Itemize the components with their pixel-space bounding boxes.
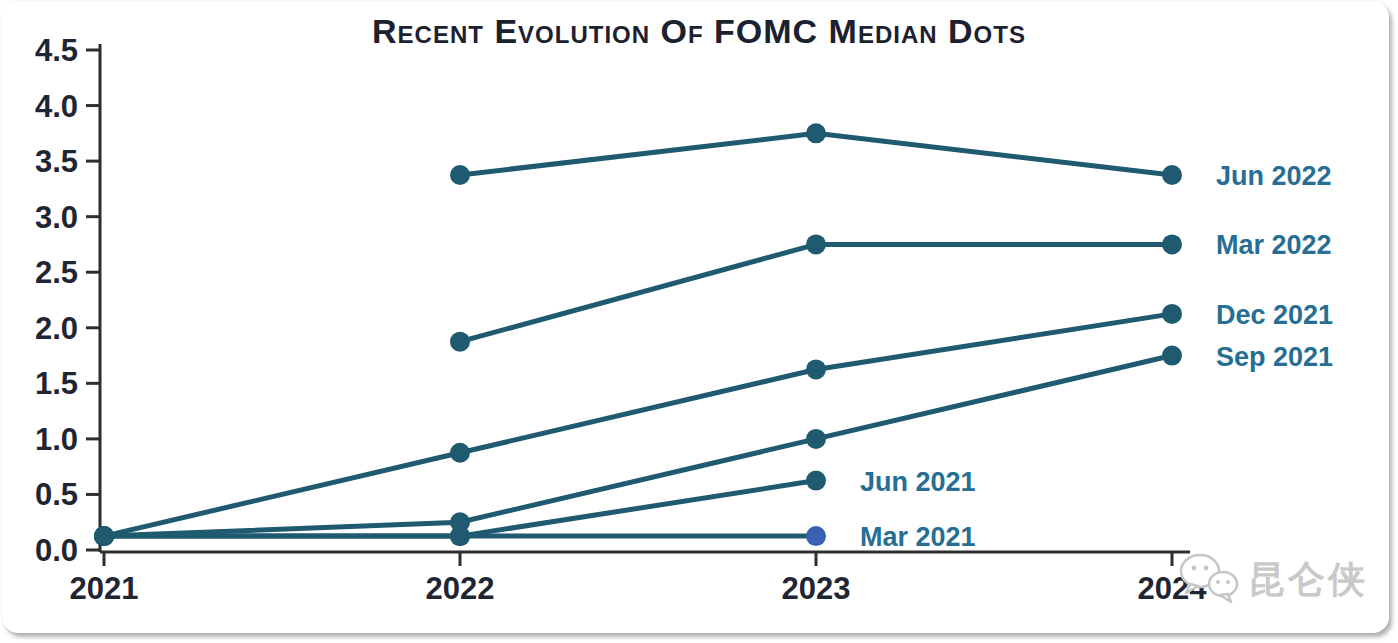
series-label-mar-2021: Mar 2021 xyxy=(860,522,976,552)
y-tick-label: 3.0 xyxy=(35,200,78,235)
series-point-jun-2021 xyxy=(806,471,826,491)
series-point-mar-2021 xyxy=(450,526,470,546)
series-point-sep-2021 xyxy=(1162,346,1182,366)
series-point-dec-2021 xyxy=(806,359,826,379)
watermark-text: 昆仑侠 xyxy=(1248,555,1368,605)
y-tick-label: 2.0 xyxy=(35,311,78,346)
series-label-dec-2021: Dec 2021 xyxy=(1216,300,1333,330)
series-label-jun-2022: Jun 2022 xyxy=(1216,161,1332,191)
x-tick-label: 2022 xyxy=(426,571,495,606)
y-tick-label: 1.5 xyxy=(35,366,78,401)
series-line-mar-2022 xyxy=(460,244,1172,341)
series-point-mar-2022 xyxy=(806,234,826,254)
series-point-dec-2021 xyxy=(1162,304,1182,324)
series-point-jun-2022 xyxy=(806,123,826,143)
y-tick-label: 4.0 xyxy=(35,89,78,124)
x-tick-label: 2021 xyxy=(70,571,139,606)
series-point-mar-2022 xyxy=(1162,234,1182,254)
chart-title: Recent Evolution Of FOMC Median Dots xyxy=(0,12,1398,51)
series-point-dec-2021 xyxy=(450,443,470,463)
fomc-median-dots-chart: 0.00.51.01.52.02.53.03.54.04.52021202220… xyxy=(0,0,1398,643)
y-tick-label: 0.5 xyxy=(35,477,78,512)
y-tick-label: 2.5 xyxy=(35,255,78,290)
watermark: 昆仑侠 xyxy=(1176,551,1368,609)
series-label-sep-2021: Sep 2021 xyxy=(1216,342,1333,372)
y-tick-label: 0.0 xyxy=(35,533,78,568)
series-point-jun-2022 xyxy=(1162,165,1182,185)
series-label-jun-2021: Jun 2021 xyxy=(860,467,976,497)
series-point-jun-2022 xyxy=(450,165,470,185)
series-point-mar-2022 xyxy=(450,332,470,352)
x-tick-label: 2023 xyxy=(782,571,851,606)
series-point-sep-2021 xyxy=(806,429,826,449)
series-point-mar-2021 xyxy=(94,526,114,546)
wechat-logo-icon xyxy=(1176,551,1242,609)
y-tick-label: 1.0 xyxy=(35,422,78,457)
y-tick-label: 3.5 xyxy=(35,144,78,179)
series-line-dec-2021 xyxy=(104,314,1172,536)
series-label-mar-2022: Mar 2022 xyxy=(1216,230,1332,260)
series-point-mar-2021 xyxy=(806,526,826,546)
chart-stage: Recent Evolution Of FOMC Median Dots 0.0… xyxy=(0,0,1398,643)
